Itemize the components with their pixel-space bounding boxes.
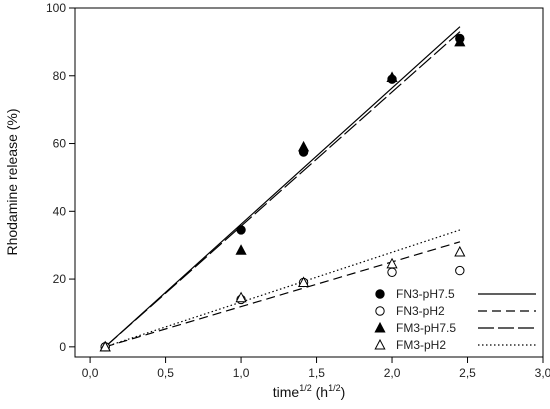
data-point-series-2 — [455, 265, 465, 276]
plot-area — [74, 7, 544, 358]
data-point-series-4 — [235, 291, 247, 303]
y-tick-label: 0 — [59, 340, 66, 354]
data-point-series-4 — [386, 257, 398, 269]
x-axis-title-unit-close: ) — [341, 384, 346, 400]
x-axis: 0,0 0,5 1,0 1,5 2,0 2,5 3,0 — [82, 357, 550, 380]
fit-lines — [104, 26, 461, 348]
legend-marker-2 — [375, 306, 385, 316]
data-point-series-3 — [386, 71, 398, 82]
fit-line-3 — [104, 31, 461, 348]
y-tick-label: 100 — [46, 1, 66, 15]
x-tick-label: 1,5 — [308, 366, 325, 380]
data-point-series-4 — [454, 245, 466, 257]
x-tick-label: 3,0 — [535, 366, 550, 380]
legend-marker-4 — [374, 338, 386, 350]
y-tick-label: 40 — [53, 204, 67, 218]
x-axis-title: time1/2 (h1/2) — [273, 383, 346, 400]
legend-marker-1 — [375, 289, 385, 299]
data-point-series-2 — [387, 267, 397, 277]
x-tick-label: 2,5 — [459, 366, 476, 380]
y-tick-label: 60 — [53, 137, 67, 151]
legend-label-2: FN3-pH2 — [396, 304, 445, 318]
y-tick-label: 80 — [53, 69, 67, 83]
data-point-series-3 — [235, 244, 247, 255]
x-axis-title-unit-sup: 1/2 — [328, 383, 341, 393]
data-points — [99, 33, 466, 352]
x-tick-label: 0,0 — [82, 366, 99, 380]
legend-marker-3 — [374, 321, 386, 333]
legend-label-3: FM3-pH7.5 — [396, 321, 456, 335]
data-point-series-1 — [236, 225, 246, 235]
legend-label-1: FN3-pH7.5 — [396, 287, 455, 301]
fit-line-2 — [105, 241, 461, 348]
x-axis-title-base: time — [273, 384, 300, 400]
y-tick-label: 20 — [53, 272, 67, 286]
data-point-series-3 — [454, 35, 466, 47]
legend: FN3-pH7.5 FN3-pH2 FM3-pH7.5 FM3-pH2 — [374, 287, 536, 352]
x-tick-label: 0,5 — [157, 366, 174, 380]
fit-line-1 — [104, 26, 461, 348]
x-axis-title-unit-open: (h — [312, 384, 328, 400]
x-tick-label: 2,0 — [384, 366, 401, 380]
data-point-series-4 — [99, 340, 111, 352]
y-axis-title: Rhodamine release (%) — [4, 108, 20, 255]
x-tick-label: 1,0 — [233, 366, 250, 380]
y-axis: 0 20 40 60 80 100 — [46, 1, 75, 354]
x-axis-title-base-sup: 1/2 — [299, 383, 312, 393]
legend-label-4: FM3-pH2 — [396, 338, 446, 352]
data-point-series-4 — [297, 276, 310, 287]
data-point-series-3 — [297, 140, 310, 152]
plot-frame — [74, 7, 544, 358]
